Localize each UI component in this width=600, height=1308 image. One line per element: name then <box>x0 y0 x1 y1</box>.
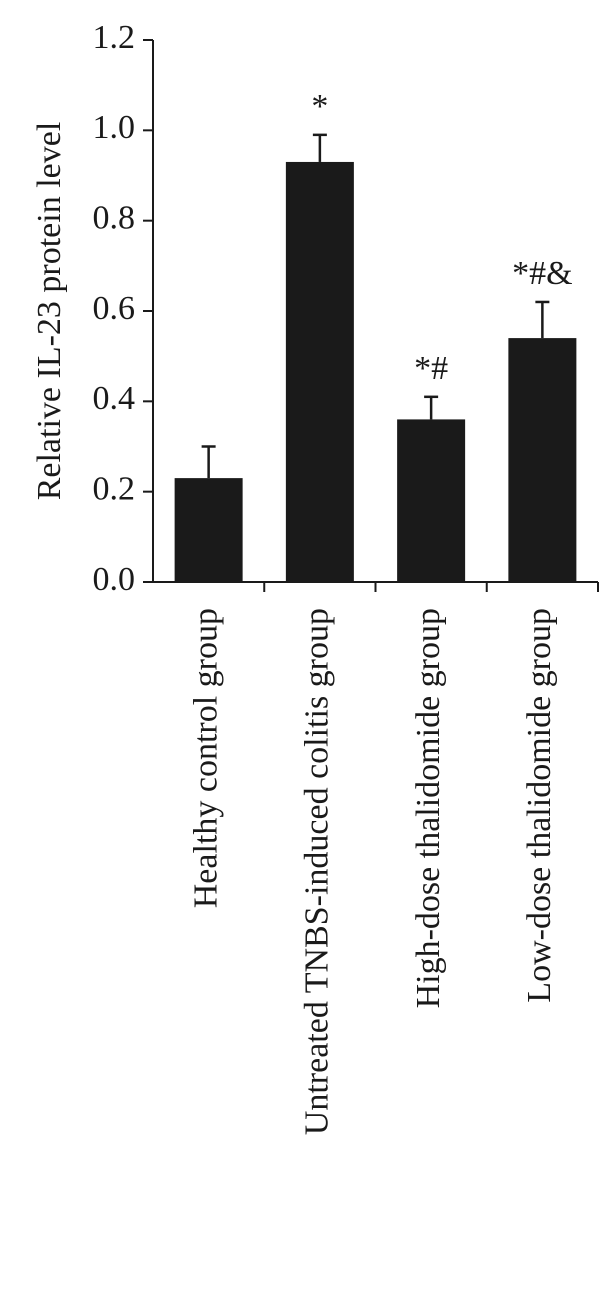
y-tick-label: 0.6 <box>93 290 136 327</box>
category-labels: Healthy control group Untreated TNBS-indu… <box>187 608 558 1135</box>
y-tick-label: 1.0 <box>93 109 136 146</box>
significance-annotation: * <box>311 88 328 125</box>
category-label: Untreated TNBS-induced colitis group <box>299 608 336 1135</box>
bar <box>397 419 466 582</box>
significance-annotation: *# <box>414 350 448 387</box>
y-ticks: 0.0 0.2 0.4 0.6 0.8 1.0 1.2 <box>93 19 153 598</box>
bar <box>174 478 243 582</box>
category-label: Low-dose thalidomide group <box>521 608 558 1003</box>
y-tick-label: 1.2 <box>93 19 136 56</box>
y-tick-label: 0.8 <box>93 199 136 236</box>
category-label: High-dose thalidomide group <box>410 608 447 1008</box>
bar <box>508 338 577 582</box>
significance-annotations: * *# *#& <box>311 88 572 387</box>
significance-annotation: *#& <box>512 255 572 292</box>
y-tick-label: 0.0 <box>93 561 136 598</box>
y-tick-label: 0.2 <box>93 470 136 507</box>
bar <box>285 161 354 582</box>
y-tick-label: 0.4 <box>93 380 136 417</box>
error-bars <box>201 133 550 479</box>
category-label: Healthy control group <box>187 608 224 908</box>
bars <box>174 161 599 592</box>
y-axis-label: Relative IL-23 protein level <box>31 122 68 501</box>
